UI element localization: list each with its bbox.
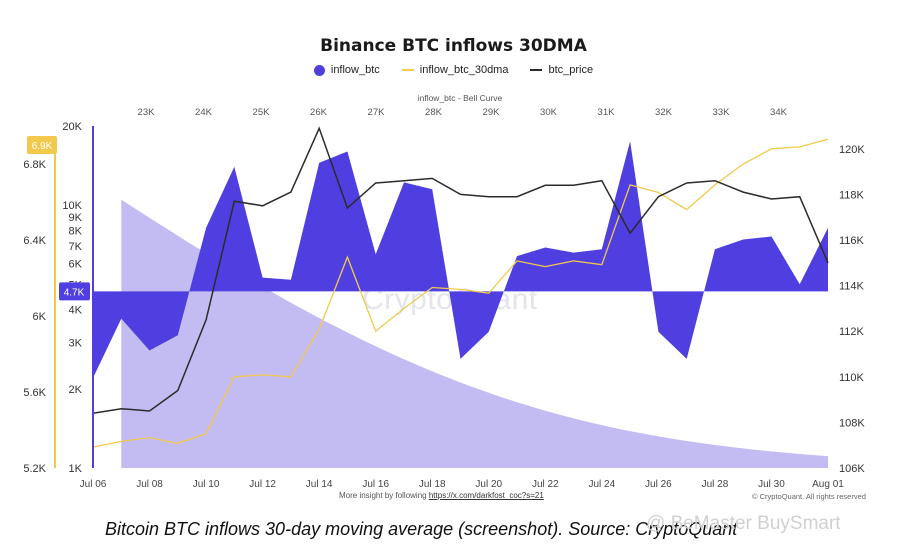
ma-line — [92, 138, 829, 448]
top-tick-label: 32K — [655, 107, 673, 118]
inflow-highlight-badge — [59, 282, 90, 301]
top-tick-label: 27K — [368, 107, 386, 118]
footer-rights: © CryptoQuant. All rights reserved — [752, 492, 866, 501]
legend-swatch-inflow — [313, 64, 325, 76]
x-tick-label: Jul 20 — [475, 479, 502, 490]
x-tick-label: Jul 26 — [645, 479, 672, 490]
price-tick-label: 120K — [839, 144, 865, 156]
inflow-tick-label: 6K — [69, 258, 83, 270]
price-tick-label: 106K — [839, 463, 865, 475]
inflow-tick-label: 7K — [69, 241, 83, 253]
footer-note-text: More insight by following — [339, 491, 427, 500]
x-tick-label: Jul 06 — [80, 479, 107, 490]
inflow-tick-label: 9K — [69, 212, 83, 224]
price-tick-label: 118K — [839, 189, 865, 201]
x-tick-label: Jul 10 — [193, 479, 220, 490]
x-tick-label: Jul 08 — [136, 479, 163, 490]
legend-swatch-price — [530, 69, 543, 71]
x-tick-label: Jul 24 — [589, 479, 616, 490]
legend-label-inflow: inflow_btc — [330, 64, 380, 76]
legend: inflow_btc inflow_btc_30dma btc_price — [0, 64, 907, 76]
legend-item-price[interactable]: btc_price — [530, 64, 593, 76]
legend-item-inflow[interactable]: inflow_btc — [313, 64, 380, 76]
footer-note: More insight by following https://x.com/… — [339, 491, 544, 500]
ma-tick-label: 6K — [33, 311, 47, 323]
inflow-tick-label: 4K — [69, 305, 83, 317]
top-tick-label: 28K — [425, 107, 443, 118]
legend-label-price: btc_price — [548, 64, 594, 76]
price-tick-label: 114K — [839, 281, 865, 293]
price-tick-label: 110K — [839, 372, 865, 384]
legend-label-30dma: inflow_btc_30dma — [419, 64, 509, 76]
x-tick-label: Jul 12 — [249, 479, 276, 490]
footer-link[interactable]: https://x.com/darkfost_coc?s=21 — [428, 491, 544, 500]
inflow-tick-label: 8K — [69, 226, 83, 238]
inflow-tick-label: 3K — [69, 338, 83, 350]
top-axis-label: inflow_btc - Bell Curve — [418, 93, 503, 103]
top-tick-label: 31K — [598, 107, 616, 118]
ma-tick-label: 5.2K — [23, 463, 46, 475]
top-tick-label: 25K — [253, 107, 271, 118]
legend-item-30dma[interactable]: inflow_btc_30dma — [401, 64, 509, 76]
ma-tick-label: 6.8K — [23, 159, 46, 171]
ma-highlight-badge — [27, 136, 57, 154]
ma-tick-label: 5.6K — [23, 387, 46, 399]
top-tick-label: 30K — [540, 107, 558, 118]
top-tick-label: 33K — [713, 107, 731, 118]
top-tick-label: 34K — [770, 107, 788, 118]
x-tick-label: Jul 18 — [419, 479, 446, 490]
legend-swatch-30dma — [401, 69, 414, 71]
top-tick-label: 24K — [195, 107, 213, 118]
top-tick-label: 26K — [310, 107, 328, 118]
price-line — [92, 126, 829, 415]
bemaster-watermark: @ BeMaster BuySmart — [646, 513, 841, 534]
inflow-tick-label: 20K — [62, 121, 82, 133]
bell-curve-area — [121, 199, 829, 468]
x-tick-label: Jul 30 — [758, 479, 785, 490]
price-tick-label: 112K — [839, 326, 865, 338]
inflow-tick-label: 2K — [69, 384, 83, 396]
price-tick-label: 108K — [839, 417, 865, 429]
inflow-tick-label: 1K — [69, 463, 83, 475]
inflow-highlight-label: 4.7K — [64, 287, 85, 298]
x-tick-label: Jul 22 — [532, 479, 559, 490]
x-tick-label: Aug 01 — [812, 479, 844, 490]
inflow-area — [93, 141, 828, 378]
ma-tick-label: 6.4K — [23, 235, 46, 247]
chart-title: Binance BTC inflows 30DMA — [320, 36, 587, 56]
x-tick-label: Jul 16 — [362, 479, 389, 490]
ma-highlight-label: 6.9K — [32, 141, 53, 152]
inflow-tick-label: 10K — [62, 200, 82, 212]
price-tick-label: 116K — [839, 235, 865, 247]
top-tick-label: 29K — [483, 107, 501, 118]
x-tick-label: Jul 14 — [306, 479, 333, 490]
caption: Bitcoin BTC inflows 30-day moving averag… — [105, 519, 738, 539]
top-tick-label: 23K — [138, 107, 156, 118]
x-tick-label: Jul 28 — [702, 479, 729, 490]
